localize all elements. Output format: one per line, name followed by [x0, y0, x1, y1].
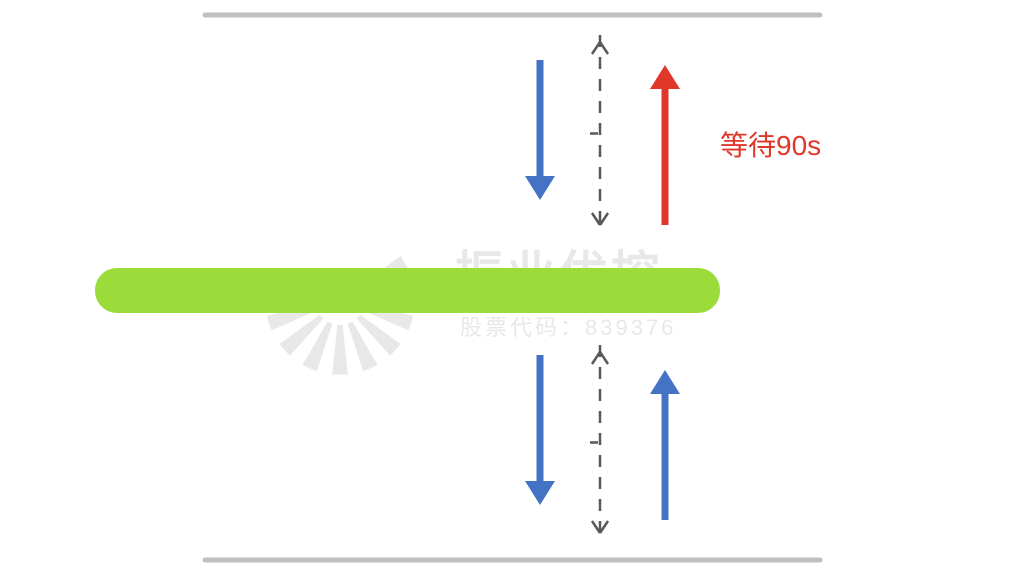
- wait-label: 等待90s: [720, 130, 821, 161]
- flow-arrow-blue-down-upper: [525, 60, 555, 200]
- flow-arrow-red-up-upper: [650, 65, 680, 225]
- diagram-canvas: ZHENYE振业优控股票代码：839376等待90s: [0, 0, 1024, 572]
- watermark-sub: 股票代码：839376: [460, 315, 676, 340]
- lane-centerline-upper: [590, 35, 608, 232]
- lane-centerline-lower: [590, 345, 608, 540]
- median-island: [95, 268, 720, 313]
- flow-arrow-blue-down-lower: [525, 355, 555, 505]
- flow-arrow-blue-up-lower: [650, 370, 680, 520]
